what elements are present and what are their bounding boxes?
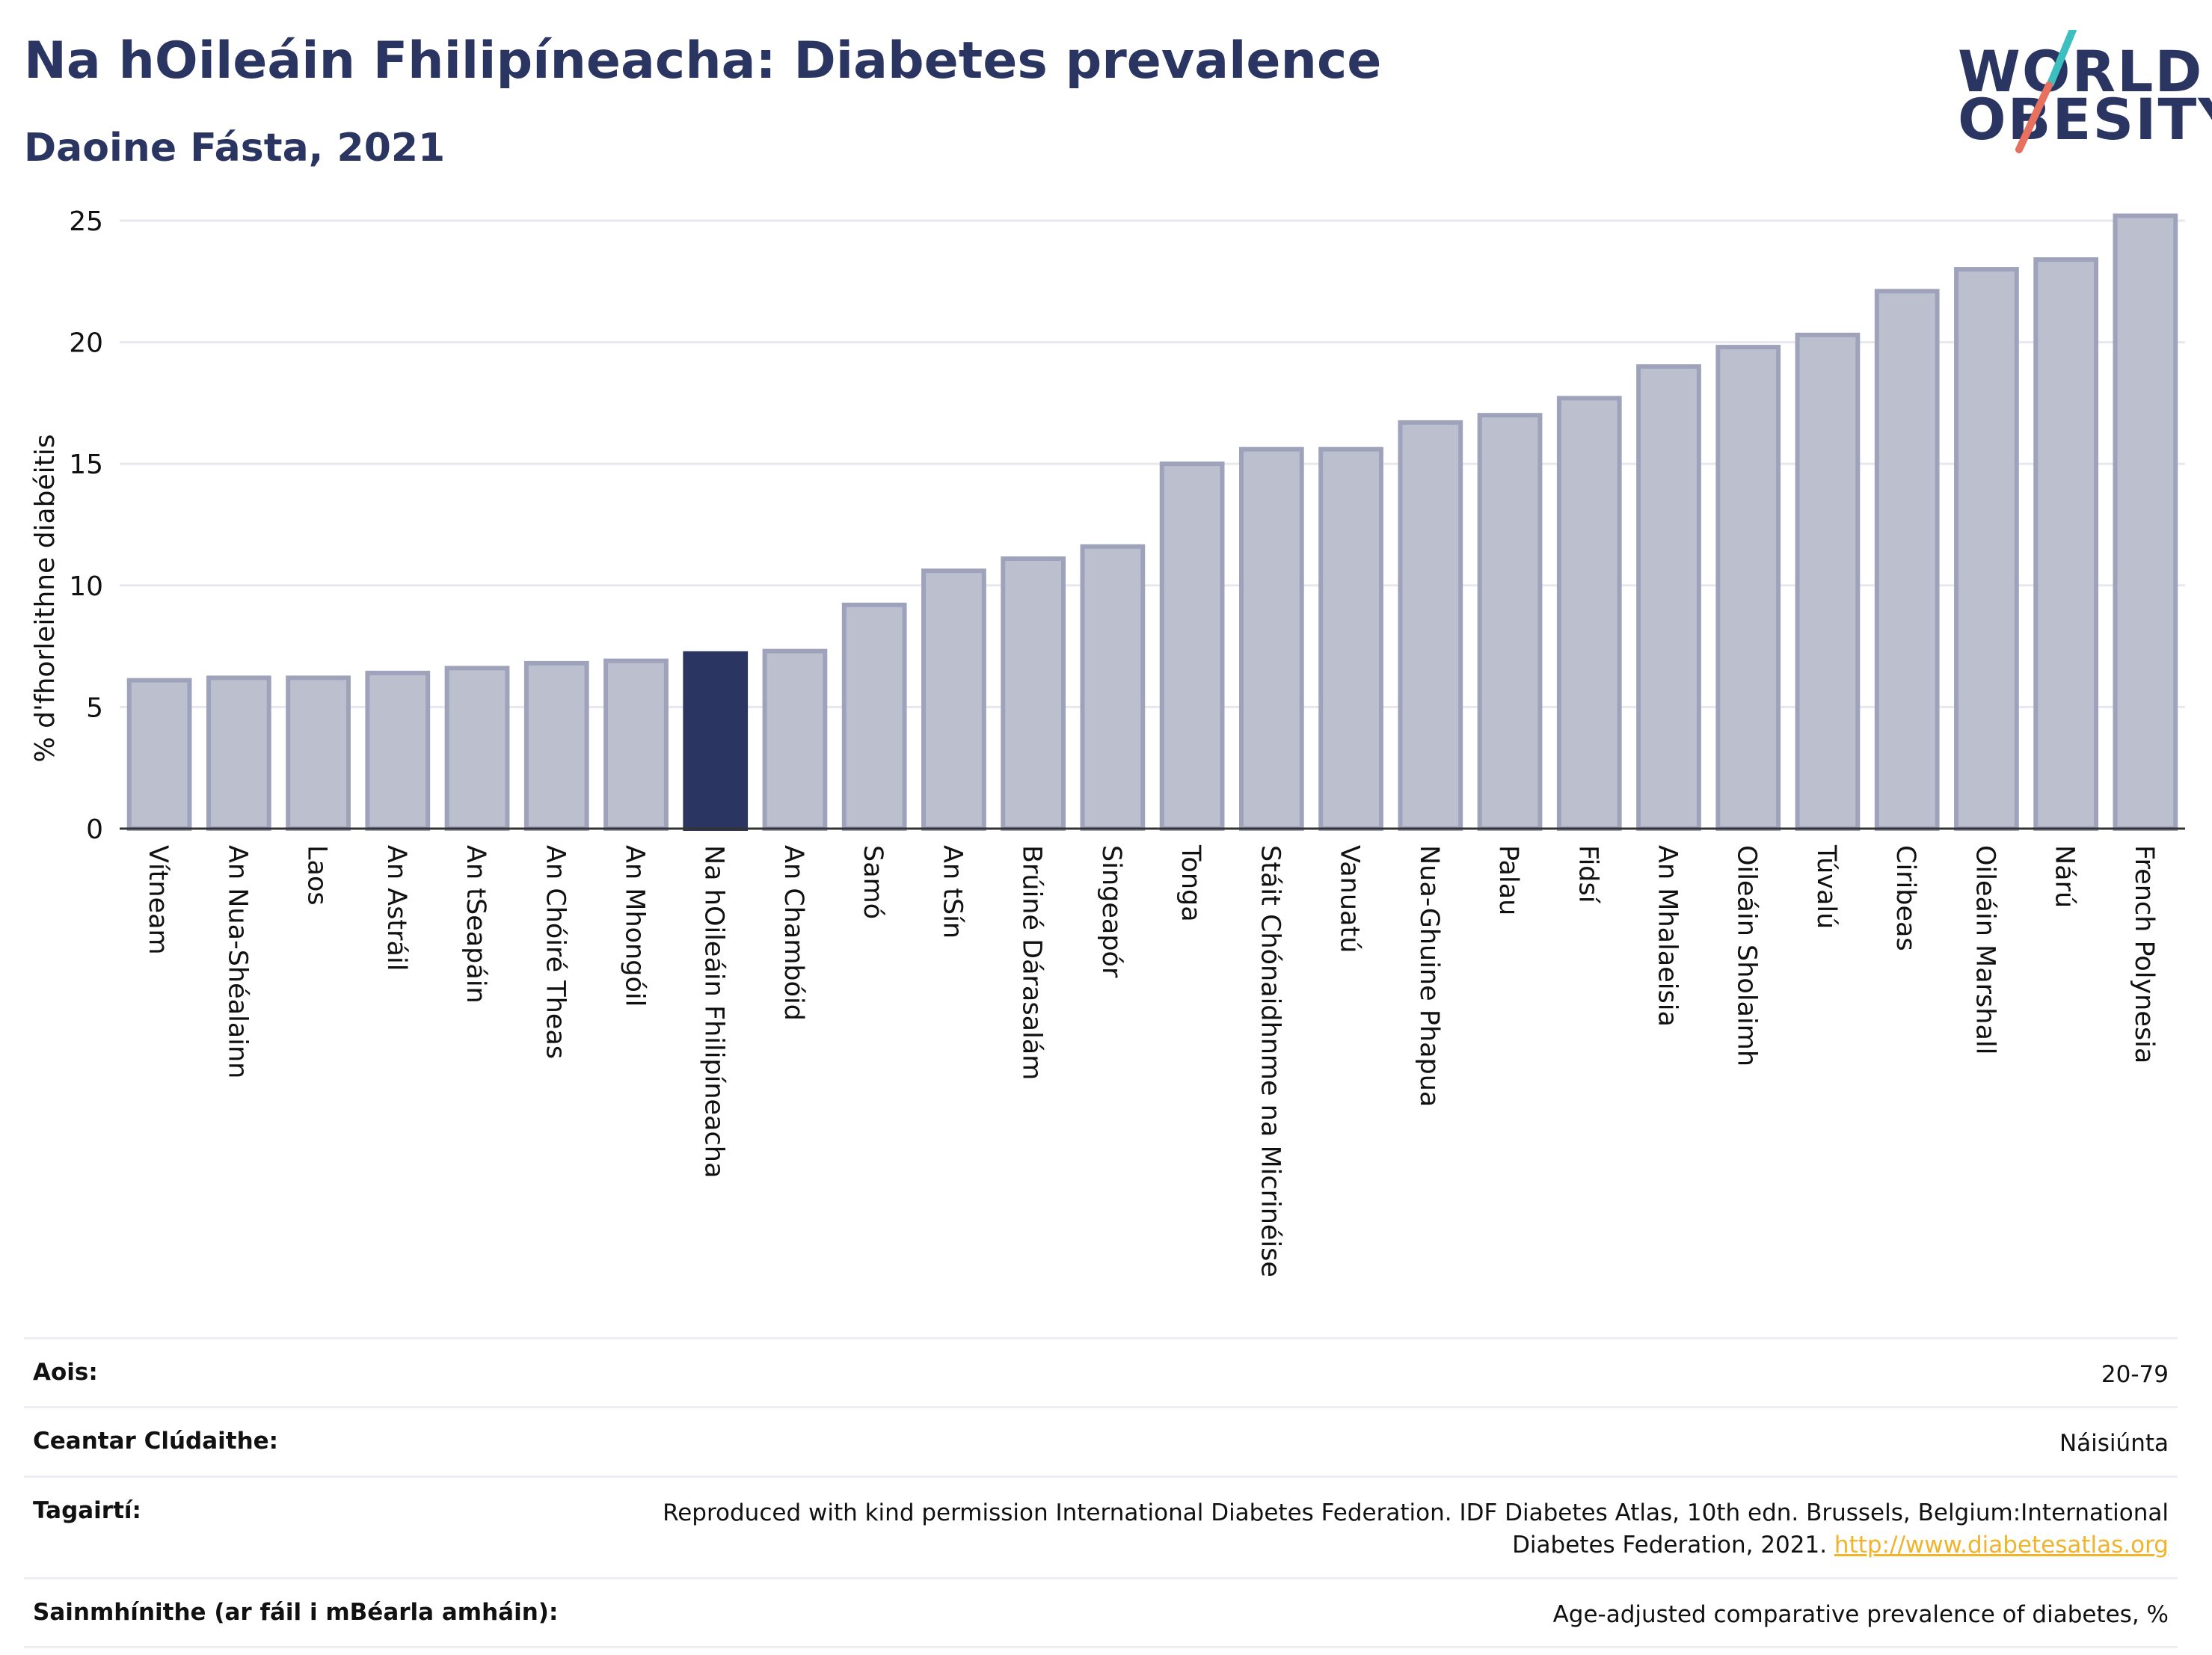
bar-highlighted bbox=[683, 651, 749, 832]
info-row-coverage: Ceantar Clúdaithe: Náisiúnta bbox=[24, 1406, 2178, 1475]
info-row-age: Aois: 20-79 bbox=[24, 1337, 2178, 1406]
bar bbox=[841, 602, 907, 831]
info-row-definitions: Sainmhínithe (ar fáil i mBéarla amháin):… bbox=[24, 1576, 2178, 1648]
y-tick-label: 10 bbox=[69, 571, 103, 602]
bar bbox=[1318, 446, 1383, 831]
info-table: Aois: 20-79 Ceantar Clúdaithe: Náisiúnta… bbox=[24, 1337, 2178, 1648]
definitions-value: Age-adjusted comparative prevalence of d… bbox=[1552, 1600, 2169, 1628]
x-tick-label: Oileáin Marshall bbox=[1970, 845, 2000, 1054]
x-tick-label: Ciribeas bbox=[1890, 845, 1920, 951]
x-tick-label: Fidsí bbox=[1573, 845, 1603, 904]
axes: 0 5 10 15 20 25 Vítneam An Nua-Shéalainn Laos An … bbox=[69, 206, 2185, 1277]
x-tick-label: Vítneam bbox=[143, 845, 173, 955]
x-tick-label: Singeapór bbox=[1096, 845, 1126, 978]
bar bbox=[1715, 345, 1781, 831]
bar bbox=[1556, 396, 1622, 831]
x-tick-label: Samó bbox=[858, 845, 888, 919]
x-tick-label: Stáit Chónaidhnme na Micrinéise bbox=[1255, 845, 1285, 1277]
coverage-value: Náisiúnta bbox=[2059, 1430, 2169, 1458]
x-tick-label: Laos bbox=[302, 845, 332, 906]
bar-chart: 0 5 10 15 20 25 Vítneam An Nua-Shéalainn Laos An … bbox=[30, 206, 2185, 1277]
logo-slash-icon bbox=[2015, 30, 2077, 153]
y-tick-label: 5 bbox=[86, 693, 103, 723]
age-value: 20-79 bbox=[2101, 1361, 2169, 1388]
bar bbox=[1398, 420, 1463, 831]
world-obesity-logo: WORLD OBESITY bbox=[1944, 30, 2212, 157]
logo-line-world: WORLD bbox=[1958, 38, 2204, 105]
y-axis-label: % d'fhorleithne diabéitis bbox=[30, 435, 61, 763]
bar bbox=[206, 675, 271, 831]
x-tick-label: An tSín bbox=[937, 845, 967, 939]
bar bbox=[1795, 332, 1861, 831]
definitions-label: Sainmhínithe (ar fáil i mBéarla amháin): bbox=[33, 1598, 559, 1626]
x-tick-label: An Mhongóil bbox=[620, 845, 650, 1007]
y-tick-label: 20 bbox=[69, 328, 103, 359]
x-tick-label: Vanuatú bbox=[1335, 845, 1365, 953]
references-label: Tagairtí: bbox=[33, 1496, 141, 1524]
y-tick-label: 15 bbox=[69, 449, 103, 480]
chart-subtitle: Daoine Fásta, 2021 bbox=[24, 126, 446, 171]
bar bbox=[921, 568, 986, 832]
bar bbox=[603, 658, 669, 831]
coverage-label: Ceantar Clúdaithe: bbox=[33, 1428, 279, 1455]
bar bbox=[2033, 257, 2099, 832]
bar bbox=[1636, 364, 1701, 831]
x-tick-label: An Nua-Shéalainn bbox=[222, 845, 252, 1078]
references-text: Reproduced with kind permission Internat… bbox=[663, 1499, 2169, 1559]
x-tick-label: Brúiné Dárasalám bbox=[1017, 845, 1047, 1080]
x-tick-label: Na hOileáin Fhilipíneacha bbox=[699, 845, 729, 1178]
bar bbox=[762, 648, 828, 831]
bar bbox=[1238, 446, 1304, 831]
bar bbox=[365, 670, 431, 832]
x-tick-label: An Chambóid bbox=[778, 845, 808, 1021]
x-tick-label: Nua-Ghuine Phapua bbox=[1414, 845, 1444, 1107]
x-tick-label: An tSeapáin bbox=[461, 845, 491, 1004]
x-tick-label: French Polynesia bbox=[2129, 845, 2159, 1063]
info-row-references: Tagairtí: Reproduced with kind permissio… bbox=[24, 1475, 2178, 1577]
x-tick-label: Oileáin Sholaimh bbox=[1732, 845, 1762, 1066]
bar bbox=[1080, 544, 1146, 831]
x-tick-label: An Mhalaeisia bbox=[1653, 845, 1683, 1027]
bar bbox=[1159, 461, 1225, 831]
x-tick-label: An Astráil bbox=[381, 845, 411, 971]
bar bbox=[126, 678, 192, 831]
bar bbox=[444, 666, 510, 831]
bar bbox=[523, 660, 589, 832]
x-tick-label: Tonga bbox=[1176, 844, 1205, 922]
x-tick-label: Nárú bbox=[2050, 845, 2080, 908]
y-tick-label: 25 bbox=[69, 206, 103, 237]
bar bbox=[1874, 289, 1940, 832]
bar bbox=[286, 675, 351, 831]
y-tick-label: 0 bbox=[86, 814, 103, 845]
bar bbox=[2113, 213, 2178, 832]
bars bbox=[126, 213, 2178, 832]
x-tick-label: Túvalú bbox=[1811, 844, 1841, 929]
logo-line-obesity: OBESITY bbox=[1958, 86, 2212, 153]
x-tick-label: Palau bbox=[1493, 845, 1523, 915]
x-tick-label: An Chóiré Theas bbox=[540, 845, 570, 1059]
bar bbox=[1954, 267, 2019, 832]
chart-title: Na hOileáin Fhilipíneacha: Diabetes prev… bbox=[24, 31, 1382, 90]
bar bbox=[1477, 413, 1543, 831]
age-label: Aois: bbox=[33, 1359, 98, 1386]
references-value: Reproduced with kind permission Internat… bbox=[636, 1497, 2169, 1562]
bar bbox=[1001, 556, 1066, 831]
diabetes-atlas-link[interactable]: http://www.diabetesatlas.org bbox=[1834, 1532, 2169, 1559]
